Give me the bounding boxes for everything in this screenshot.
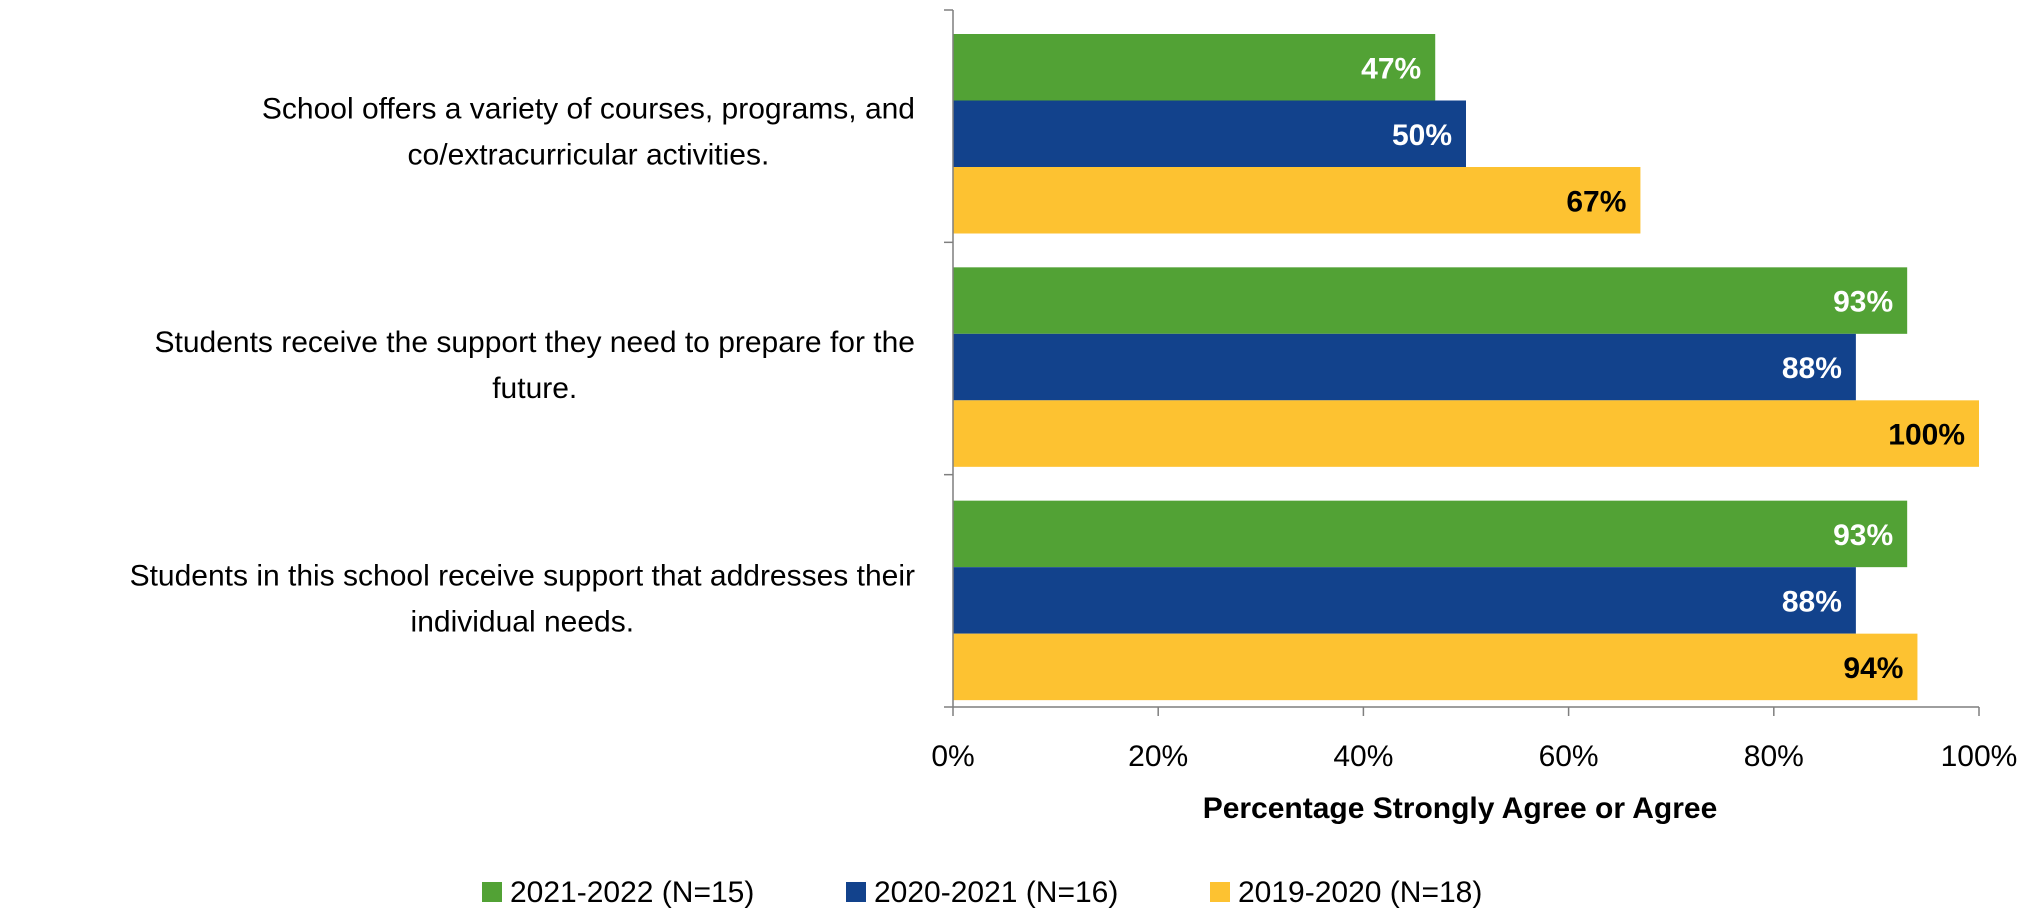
- data-label: 94%: [1843, 652, 1903, 685]
- data-label: 88%: [1782, 352, 1842, 385]
- bar: [953, 167, 1641, 234]
- category-label-line: individual needs.: [411, 605, 635, 638]
- bar: [953, 567, 1856, 634]
- category-label-line: co/extracurricular activities.: [408, 139, 770, 172]
- category-label-line: Students in this school receive support …: [130, 559, 915, 592]
- bar: [953, 34, 1436, 101]
- category-label-line: future.: [492, 372, 577, 405]
- bar: [953, 333, 1856, 401]
- x-tick-label: 20%: [1128, 740, 1188, 773]
- category-label: Students in this school receive support …: [130, 559, 915, 638]
- bar: [953, 633, 1918, 701]
- bar: [953, 100, 1466, 167]
- legend-swatch: [846, 882, 866, 902]
- legend-entry: 2019-2020 (N=18): [1238, 876, 1482, 909]
- bar: [953, 400, 1979, 467]
- bars: [953, 34, 1979, 701]
- bar: [953, 500, 1908, 568]
- x-tick-labels: 0% 20% 40% 60% 80% 100%: [931, 740, 2017, 773]
- data-label: 93%: [1833, 519, 1893, 552]
- data-label: 47%: [1361, 52, 1421, 85]
- legend-entry: 2021-2022 (N=15): [510, 876, 754, 909]
- axes: [944, 9, 1980, 716]
- legend-entry: 2020-2021 (N=16): [874, 876, 1118, 909]
- category-label: Students receive the support they need t…: [155, 326, 916, 405]
- data-label: 88%: [1782, 585, 1842, 618]
- data-label: 100%: [1888, 419, 1965, 452]
- x-tick-label: 40%: [1333, 740, 1393, 773]
- bar: [953, 267, 1908, 334]
- category-labels: School offers a variety of courses, prog…: [130, 93, 915, 639]
- category-label-line: School offers a variety of courses, prog…: [262, 93, 915, 126]
- data-labels: 47% 93% 93% 50% 88% 88% 67% 100% 94%: [1361, 52, 1965, 685]
- category-label-line: Students receive the support they need t…: [155, 326, 916, 359]
- legend: 2021-2022 (N=15) 2020-2021 (N=16) 2019-202…: [482, 876, 1482, 909]
- data-label: 67%: [1566, 185, 1626, 218]
- x-tick-label: 60%: [1539, 740, 1599, 773]
- x-tick-label: 100%: [1941, 740, 2018, 773]
- legend-swatch: [1210, 882, 1230, 902]
- x-tick-label: 80%: [1744, 740, 1804, 773]
- legend-swatch: [482, 882, 502, 902]
- data-label: 50%: [1392, 119, 1452, 152]
- x-axis-title: Percentage Strongly Agree or Agree: [1203, 792, 1718, 825]
- category-label: School offers a variety of courses, prog…: [262, 93, 915, 172]
- data-label: 93%: [1833, 286, 1893, 319]
- x-tick-label: 0%: [931, 740, 974, 773]
